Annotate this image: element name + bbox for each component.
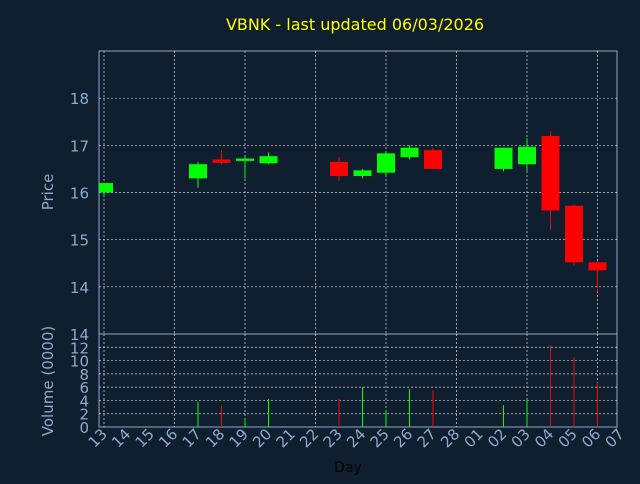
price-y-tick-label: 17 xyxy=(70,137,89,155)
candle-body xyxy=(259,156,278,164)
x-tick-label: 26 xyxy=(390,425,416,451)
candle xyxy=(588,260,607,292)
candle xyxy=(400,145,419,160)
x-tick-label: 15 xyxy=(132,425,158,451)
volume-gridlines xyxy=(99,334,617,427)
x-tick-label: 27 xyxy=(414,425,440,451)
volume-y-tick-label: 2 xyxy=(79,406,89,424)
candle-body xyxy=(99,183,113,193)
price-panel: 14 15 16 17 18 Price xyxy=(39,50,618,335)
candle xyxy=(518,138,536,172)
candle xyxy=(565,204,583,266)
candle-body xyxy=(212,159,231,163)
volume-y-tick-label: 0 xyxy=(79,419,89,437)
candle xyxy=(259,152,278,165)
x-tick-label: 22 xyxy=(296,425,322,451)
candle-body xyxy=(565,205,583,263)
candle xyxy=(99,183,113,198)
x-tick-label: 07 xyxy=(602,425,628,451)
volume-y-tick-label: 6 xyxy=(79,379,89,397)
candle-body xyxy=(494,147,513,169)
volume-y-axis-label: Volume (0000) xyxy=(39,326,57,436)
candle xyxy=(377,152,395,176)
candle-body xyxy=(353,170,372,176)
candle xyxy=(236,157,254,179)
price-y-tick-label: 18 xyxy=(70,90,89,108)
candle xyxy=(353,168,372,179)
x-axis-label: Day xyxy=(334,460,362,476)
price-y-tick-label: 14 xyxy=(70,279,89,297)
volume-y-tick-label: 10 xyxy=(70,353,89,371)
candle-body xyxy=(518,146,536,165)
price-y-axis-label: Price xyxy=(39,174,57,211)
volume-y-tick-label: 4 xyxy=(79,392,89,410)
chart-title: VBNK - last updated 06/03/2026 xyxy=(226,15,484,34)
x-tick-label: 01 xyxy=(461,425,487,451)
candle xyxy=(330,157,348,181)
x-tick-label: 18 xyxy=(202,425,228,451)
candle xyxy=(212,150,231,165)
candle-body xyxy=(189,164,207,179)
x-tick-label: 19 xyxy=(226,425,252,451)
x-tick-label: 28 xyxy=(437,425,463,451)
x-tick-label: 05 xyxy=(555,425,581,451)
volume-y-tick-label: 8 xyxy=(79,366,89,384)
candle-body xyxy=(236,158,254,161)
x-tick-label: 23 xyxy=(320,425,346,451)
candle xyxy=(424,147,442,169)
candle-body xyxy=(377,153,395,173)
x-tick-label: 16 xyxy=(155,425,181,451)
candle xyxy=(189,161,207,188)
x-tick-label: 03 xyxy=(508,425,534,451)
candle-body xyxy=(424,150,442,169)
candle-body xyxy=(541,135,560,211)
x-tick-label: 06 xyxy=(578,425,604,451)
x-tick-label: 25 xyxy=(367,425,393,451)
candle xyxy=(494,147,513,172)
x-tick-label: 24 xyxy=(343,425,369,451)
price-gridlines xyxy=(99,51,617,334)
volume-plot-area xyxy=(98,333,618,428)
x-tick-label: 14 xyxy=(108,425,134,451)
x-tick-label: 04 xyxy=(531,425,557,451)
price-y-tick-label: 16 xyxy=(70,185,89,203)
candles xyxy=(99,131,607,292)
price-y-tick-label: 15 xyxy=(70,232,89,250)
volume-y-tick-label: 14 xyxy=(70,326,89,344)
candle xyxy=(541,131,560,231)
x-tick-labels: 1314151617181920212223242526272801020304… xyxy=(85,425,628,451)
candle-body xyxy=(400,147,419,158)
candle-body xyxy=(330,161,348,176)
x-tick-label: 02 xyxy=(484,425,510,451)
volume-y-tick-label: 12 xyxy=(70,339,89,357)
volume-bars xyxy=(197,345,598,427)
x-tick-label: 17 xyxy=(179,425,205,451)
price-y-tick-labels: 14 15 16 17 18 xyxy=(70,90,89,297)
x-tick-label: 21 xyxy=(273,425,299,451)
x-tick-label: 20 xyxy=(249,425,275,451)
candle-body xyxy=(588,262,607,271)
